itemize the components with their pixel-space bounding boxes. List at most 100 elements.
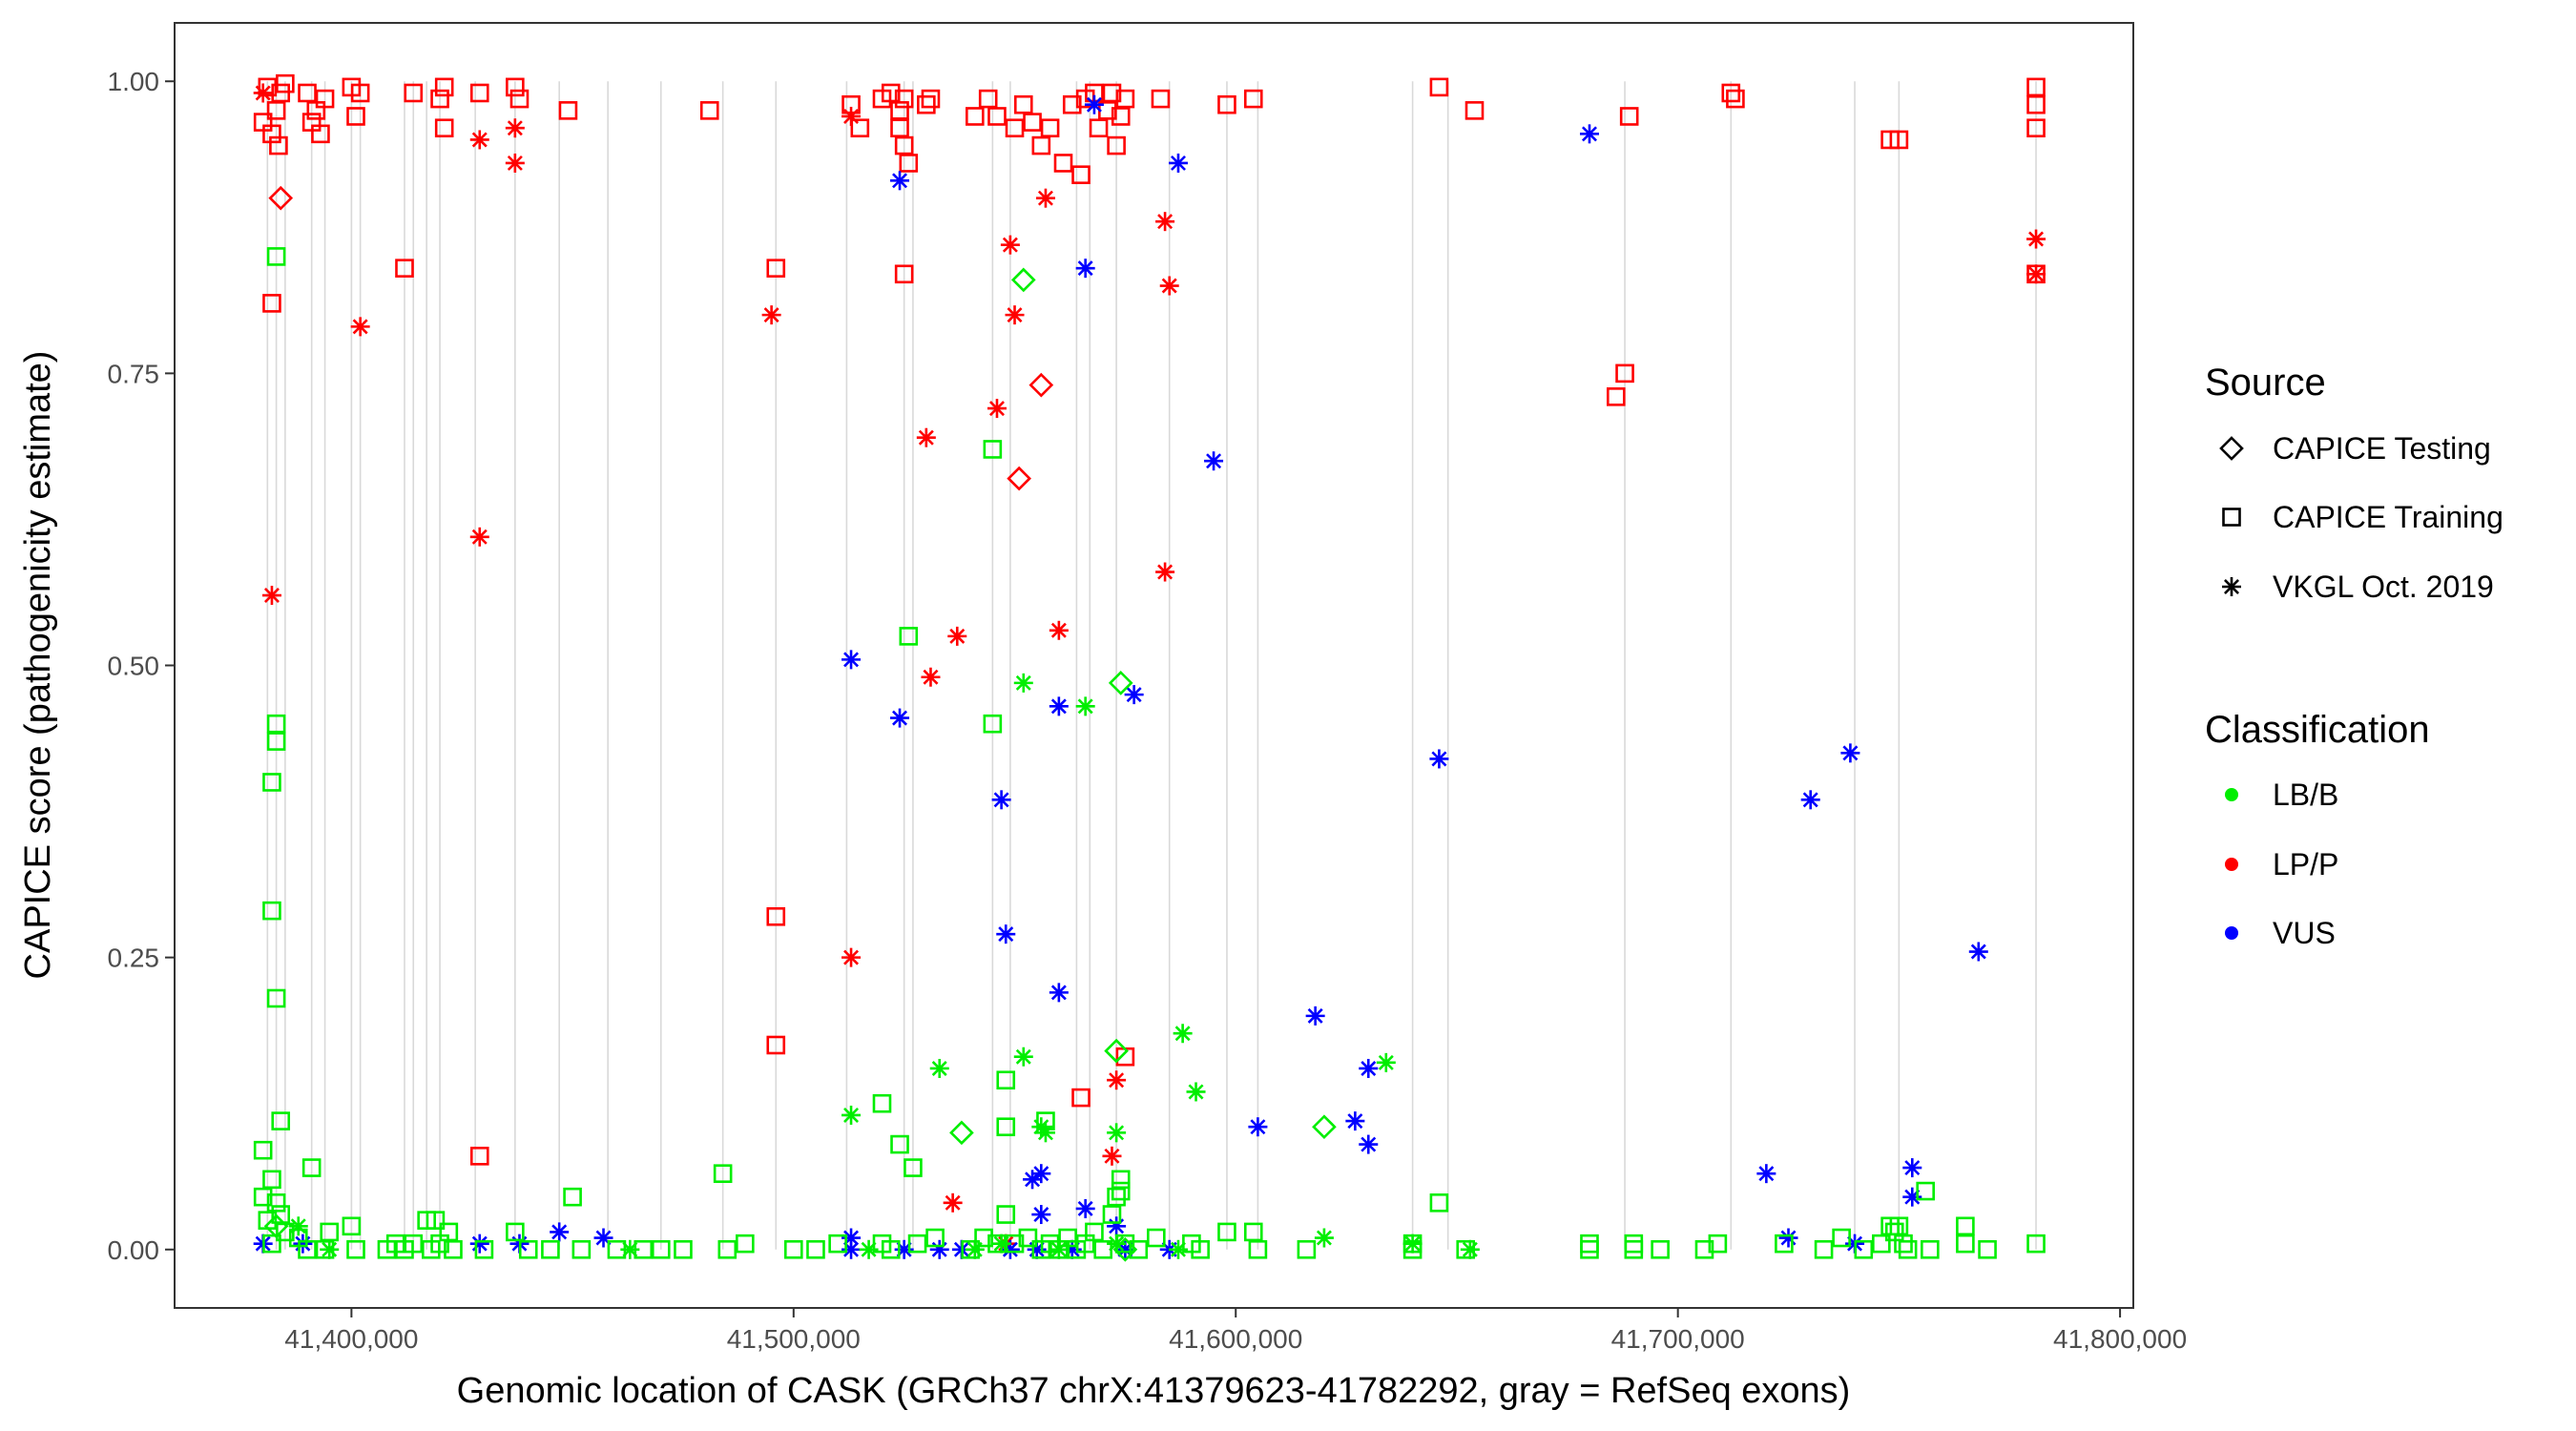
legend-label-classification: LB/B xyxy=(2273,778,2338,812)
point-lp-p-vkgl-asterisk xyxy=(921,667,941,687)
point-lb-b-vkgl-asterisk xyxy=(1035,1123,1055,1143)
point-lp-p-training-square xyxy=(434,118,454,138)
point-lp-p-training-square xyxy=(766,906,786,926)
point-lp-p-training-square xyxy=(1005,118,1025,138)
point-lp-p-training-square xyxy=(311,124,330,144)
point-lb-b-vkgl-asterisk xyxy=(841,1105,862,1125)
point-lp-p-training-square xyxy=(2026,118,2046,138)
point-lb-b-vkgl-asterisk xyxy=(929,1058,949,1078)
point-lp-p-training-square xyxy=(262,124,281,144)
point-vus-vkgl-asterisk xyxy=(1756,1164,1776,1184)
point-lp-p-training-square xyxy=(1217,94,1236,114)
data-points xyxy=(253,73,2046,1262)
point-lb-b-training-square xyxy=(1872,1234,1891,1254)
point-lb-b-training-square xyxy=(1018,1228,1038,1248)
point-lb-b-training-square xyxy=(1708,1234,1728,1254)
point-lp-p-vkgl-asterisk xyxy=(1102,1146,1122,1166)
point-lb-b-training-square xyxy=(253,1140,273,1160)
point-lb-b-training-square xyxy=(1297,1239,1317,1259)
point-lb-b-testing-diamond xyxy=(1312,1114,1337,1140)
point-lp-p-training-square xyxy=(899,154,919,173)
point-lb-b-training-square xyxy=(1248,1239,1268,1259)
point-lb-b-training-square xyxy=(1956,1216,1975,1236)
point-lp-p-training-square xyxy=(509,89,530,109)
point-lb-b-training-square xyxy=(266,732,286,751)
point-lb-b-training-square xyxy=(262,1234,281,1254)
y-tick-label: 0.75 xyxy=(108,359,160,388)
point-lb-b-training-square xyxy=(262,1170,281,1190)
point-vus-vkgl-asterisk xyxy=(1579,124,1599,144)
point-vus-vkgl-asterisk xyxy=(1840,743,1860,763)
legend-source-entries: CAPICE Testing CAPICE Training VKGL Oct. 2… xyxy=(2219,431,2503,604)
point-lb-b-training-square xyxy=(1921,1239,1940,1259)
point-lp-p-vkgl-asterisk xyxy=(505,153,525,173)
point-lb-b-training-square xyxy=(1107,1187,1126,1207)
point-lb-b-training-square xyxy=(899,627,919,646)
point-lp-p-training-square xyxy=(766,1035,786,1055)
point-lb-b-vkgl-asterisk xyxy=(965,1239,985,1259)
point-lp-p-training-square xyxy=(1111,107,1131,126)
point-lb-b-training-square xyxy=(996,1070,1016,1090)
point-lb-b-training-square xyxy=(925,1228,945,1248)
point-vus-vkgl-asterisk xyxy=(1778,1228,1798,1248)
point-lp-p-training-square xyxy=(262,294,281,313)
point-vus-vkgl-asterisk xyxy=(1031,1164,1051,1184)
point-lb-b-testing-diamond xyxy=(263,1213,289,1239)
point-lp-p-training-square xyxy=(1053,154,1073,173)
legend-key-color xyxy=(2225,788,2238,801)
point-lb-b-training-square xyxy=(1580,1239,1599,1259)
point-vus-vkgl-asterisk xyxy=(1429,749,1449,769)
point-lb-b-training-square xyxy=(518,1239,538,1259)
point-lb-b-vkgl-asterisk xyxy=(1049,1239,1069,1259)
point-lp-p-vkgl-asterisk xyxy=(469,130,489,150)
point-lp-p-training-square xyxy=(558,101,578,120)
point-lb-b-testing-diamond xyxy=(1010,267,1036,293)
x-tick-label: 41,800,000 xyxy=(2053,1324,2187,1354)
point-vus-vkgl-asterisk xyxy=(1902,1187,1922,1207)
point-lb-b-training-square xyxy=(1854,1239,1874,1259)
point-lp-p-training-square xyxy=(1465,101,1485,120)
point-lp-p-training-square xyxy=(766,259,786,278)
point-lp-p-vkgl-asterisk xyxy=(2026,264,2046,284)
point-lb-b-training-square xyxy=(1956,1234,1975,1254)
point-lb-b-training-square xyxy=(713,1164,733,1183)
x-axis-title: Genomic location of CASK (GRCh37 chrX:41… xyxy=(457,1371,1851,1411)
point-lb-b-vkgl-asterisk xyxy=(1376,1052,1396,1072)
point-lb-b-training-square xyxy=(1894,1234,1913,1254)
legend-key-color xyxy=(2225,926,2238,940)
point-lp-p-training-square xyxy=(2026,94,2046,114)
point-lp-p-training-square xyxy=(890,118,909,138)
point-lp-p-vkgl-asterisk xyxy=(261,586,281,606)
point-vus-vkgl-asterisk xyxy=(1107,1216,1127,1236)
point-vus-vkgl-asterisk xyxy=(1031,1205,1051,1225)
point-lb-b-training-square xyxy=(651,1239,671,1259)
point-lb-b-training-square xyxy=(266,247,286,266)
point-lp-p-vkgl-asterisk xyxy=(841,947,862,967)
point-lp-p-training-square xyxy=(894,135,914,156)
legend-key-diamond xyxy=(2219,436,2244,461)
point-lp-p-training-square xyxy=(1615,363,1634,384)
point-vus-vkgl-asterisk xyxy=(1902,1158,1922,1178)
point-vus-vkgl-asterisk xyxy=(1075,259,1095,279)
point-lb-b-training-square xyxy=(1429,1192,1449,1213)
point-lb-b-vkgl-asterisk xyxy=(1402,1234,1423,1254)
point-vus-vkgl-asterisk xyxy=(469,1234,489,1254)
point-lb-b-training-square xyxy=(1217,1222,1236,1242)
point-lb-b-training-square xyxy=(717,1239,737,1259)
point-vus-vkgl-asterisk xyxy=(593,1228,613,1248)
point-vus-vkgl-asterisk xyxy=(1124,685,1144,705)
x-tick-label: 41,400,000 xyxy=(284,1324,418,1354)
point-lb-b-training-square xyxy=(904,1158,923,1177)
point-vus-vkgl-asterisk xyxy=(1075,1198,1095,1218)
point-lb-b-vkgl-asterisk xyxy=(288,1216,308,1236)
legend: Source CAPICE Testing CAPICE Training VKGL… xyxy=(2205,362,2503,950)
point-lp-p-vkgl-asterisk xyxy=(505,118,525,138)
point-vus-vkgl-asterisk xyxy=(894,1239,914,1259)
point-vus-vkgl-asterisk xyxy=(1168,153,1188,173)
point-lp-p-vkgl-asterisk xyxy=(1005,305,1025,325)
point-lb-b-vkgl-asterisk xyxy=(1107,1234,1127,1254)
point-lp-p-training-square xyxy=(276,73,295,93)
point-lp-p-vkgl-asterisk xyxy=(1049,620,1069,640)
point-lb-b-training-square xyxy=(262,773,281,792)
point-lb-b-training-square xyxy=(1147,1228,1166,1248)
